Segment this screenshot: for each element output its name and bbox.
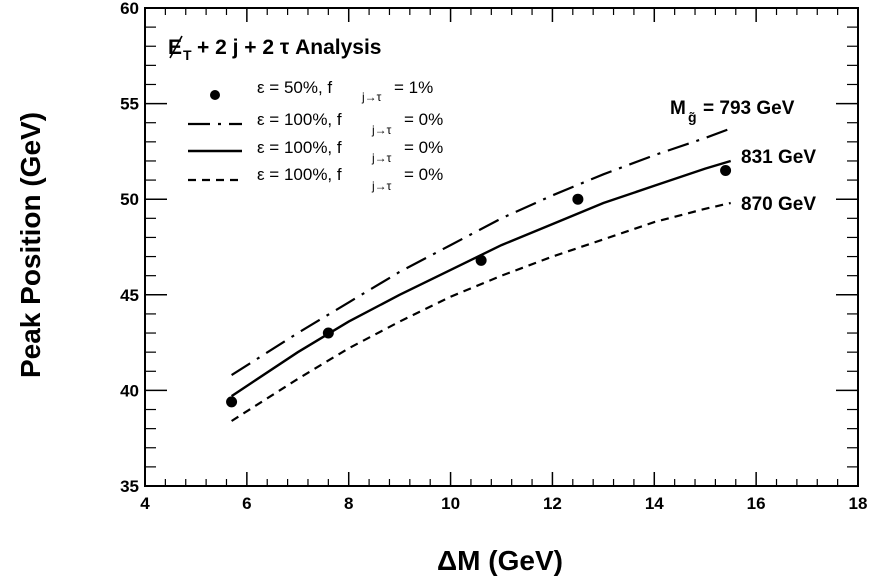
legend-entry-2: ε = 100%, f j→τ = 0% — [188, 110, 443, 137]
legend-label: ε = 100%, f — [257, 165, 342, 184]
legend-label-sub: j→τ — [371, 123, 392, 137]
series-layer — [226, 127, 732, 422]
legend-marker-dot — [210, 90, 220, 100]
legend-label-rest: = 0% — [404, 165, 443, 184]
x-tick-label: 16 — [747, 494, 766, 513]
legend-label: ε = 100%, f — [257, 138, 342, 157]
series-line-solid — [230, 159, 732, 398]
annotation-label: = 793 GeV — [703, 98, 795, 119]
x-tick-label: 4 — [140, 494, 150, 513]
x-tick-label: 18 — [849, 494, 868, 513]
series-line-dashdot — [231, 127, 732, 377]
annotation-mass-793: M g̃ = 793 GeV — [670, 98, 795, 125]
annotation-mass-870: 870 GeV — [741, 194, 816, 215]
y-tick-label: 55 — [120, 95, 139, 114]
x-tick-label: 12 — [543, 494, 562, 513]
x-tick-label: 14 — [645, 494, 664, 513]
series-line-dashed — [231, 201, 731, 422]
plot-title: E T + 2 j + 2 τ Analysis — [168, 35, 381, 63]
legend-label-sub: j→τ — [371, 179, 392, 193]
title-met-slash — [169, 35, 183, 59]
x-tick-label: 10 — [441, 494, 460, 513]
legend: ε = 50%, f j→τ = 1% ε = 100%, f j→τ = 0%… — [188, 78, 443, 193]
legend-label-sub: j→τ — [361, 90, 382, 104]
legend-entry-3: ε = 100%, f j→τ = 0% — [188, 138, 443, 165]
y-tick-label: 35 — [120, 477, 139, 496]
title-text: + 2 j + 2 τ Analysis — [197, 36, 381, 59]
y-axis-title: Peak Position (GeV) — [15, 112, 46, 378]
legend-entry-1: ε = 50%, f j→τ = 1% — [210, 78, 433, 104]
y-tick-label: 45 — [120, 286, 139, 305]
y-tick-label: 50 — [120, 190, 139, 209]
data-point — [226, 396, 238, 408]
legend-label-rest: = 0% — [404, 110, 443, 129]
legend-entry-4: ε = 100%, f j→τ = 0% — [188, 165, 443, 193]
annotation-m-symbol: M — [670, 98, 686, 119]
plot-border — [144, 7, 859, 487]
title-met-subscript: T — [183, 47, 192, 63]
mass-annotations: M g̃ = 793 GeV 831 GeV 870 GeV — [670, 98, 816, 215]
legend-label-rest: = 1% — [394, 78, 433, 97]
x-tick-label: 6 — [242, 494, 251, 513]
annotation-mass-831: 831 GeV — [741, 147, 816, 168]
plot-frame — [144, 7, 859, 487]
y-tick-label: 40 — [120, 381, 139, 400]
data-point — [720, 165, 732, 177]
x-tick-label: 8 — [344, 494, 353, 513]
legend-label: ε = 50%, f — [257, 78, 332, 97]
data-point — [572, 193, 584, 205]
legend-label-sub: j→τ — [371, 151, 392, 165]
y-tick-label: 60 — [120, 0, 139, 18]
axis-ticks: 4 6 8 10 12 14 16 18 35 40 45 50 55 60 — [120, 0, 867, 513]
x-axis-title: ΔM (GeV) — [437, 545, 563, 576]
legend-label-rest: = 0% — [404, 138, 443, 157]
legend-label: ε = 100%, f — [257, 110, 342, 129]
annotation-m-subscript: g̃ — [688, 109, 697, 125]
